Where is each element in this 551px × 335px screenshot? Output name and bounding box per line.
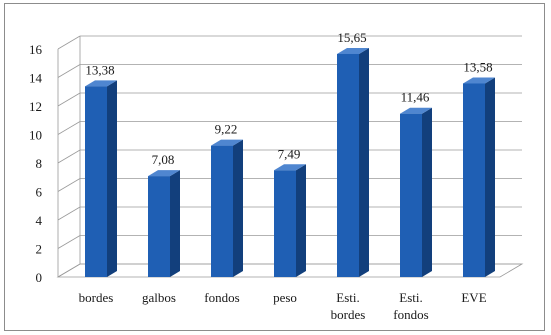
bars <box>85 47 495 278</box>
category-label: fondos <box>393 307 428 322</box>
y-axis-ticks: 0 2 4 6 8 10 12 14 16 <box>29 42 43 285</box>
y-tick-label: 0 <box>36 270 43 285</box>
bar-top <box>85 80 117 87</box>
category-labels: bordes galbos fondos peso Esti. bordes Esti. fo… <box>79 290 487 322</box>
gridline-side <box>57 35 81 50</box>
data-label: 11,46 <box>401 90 430 105</box>
bar-top <box>148 170 180 177</box>
category-label: peso <box>273 290 297 305</box>
category-label: Esti. <box>399 290 422 305</box>
bar-top <box>400 107 432 114</box>
bar-side <box>359 47 369 277</box>
gridline-side <box>57 235 81 249</box>
bar-side <box>170 170 180 277</box>
category-label: bordes <box>79 290 114 305</box>
bar-5 <box>337 47 369 277</box>
bar-side <box>296 164 306 277</box>
bar-2 <box>148 170 180 277</box>
data-label: 7,08 <box>152 152 175 167</box>
gridline-side <box>57 149 81 164</box>
bar-top <box>463 77 495 84</box>
data-label: 9,22 <box>215 122 238 137</box>
gridline-side <box>57 178 81 192</box>
gridline-side <box>57 121 81 135</box>
y-tick-label: 10 <box>29 128 42 143</box>
bar-front <box>211 145 233 277</box>
bar-top <box>337 47 369 54</box>
bar-front <box>85 86 107 278</box>
bar-front <box>148 176 170 277</box>
bar-4 <box>274 164 306 277</box>
bar-side <box>233 139 243 277</box>
y-tick-label: 14 <box>29 71 43 86</box>
y-tick-label: 16 <box>29 42 43 57</box>
gridline-side <box>57 206 81 221</box>
y-tick-label: 12 <box>29 99 42 114</box>
bar-top <box>274 164 306 171</box>
bar-top <box>211 139 243 146</box>
data-labels: 13,38 7,08 9,22 7,49 15,65 11,46 13,58 <box>85 30 492 167</box>
y-tick-label: 4 <box>36 213 43 228</box>
bar-side <box>485 77 495 277</box>
bar-7 <box>463 77 495 277</box>
bar-front <box>400 113 422 277</box>
bar-side <box>422 107 432 277</box>
category-label: bordes <box>331 307 366 322</box>
data-label: 13,38 <box>85 62 114 77</box>
y-tick-label: 2 <box>36 242 43 257</box>
gridline-side <box>57 64 81 78</box>
data-label: 7,49 <box>278 146 301 161</box>
y-tick-label: 6 <box>36 185 43 200</box>
data-label: 13,58 <box>463 59 492 74</box>
bar-front <box>274 170 296 277</box>
data-label: 15,65 <box>337 30 366 45</box>
category-label: Esti. <box>336 290 359 305</box>
bar-3 <box>211 139 243 277</box>
bar-front <box>337 53 359 277</box>
y-tick-label: 8 <box>36 156 43 171</box>
category-label: galbos <box>142 290 176 305</box>
bar-side <box>107 80 117 278</box>
category-label: fondos <box>204 290 239 305</box>
bar-front <box>463 83 485 277</box>
gridline-side <box>57 92 81 107</box>
bar-1 <box>85 80 117 278</box>
bar-6 <box>400 107 432 277</box>
category-label: EVE <box>461 290 486 305</box>
